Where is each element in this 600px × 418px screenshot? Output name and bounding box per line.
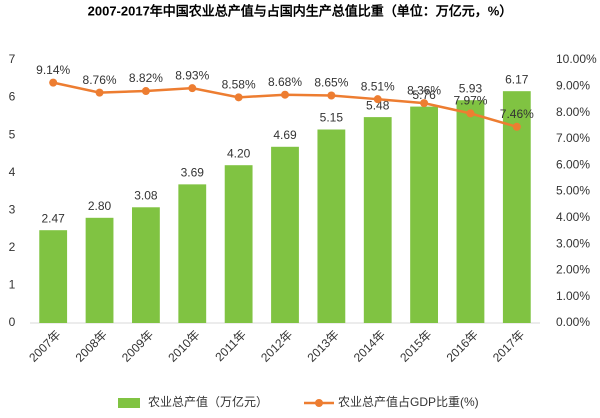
y2-tick-label: 8.00% (556, 105, 590, 119)
line-value-label: 7.46% (500, 107, 534, 121)
legend-label: 农业总产值占GDP比重(%) (338, 394, 479, 409)
y-tick-label: 7 (9, 52, 16, 66)
bar-value-label: 2.47 (42, 211, 66, 225)
line-point (512, 122, 521, 131)
y2-tick-label: 2.00% (556, 263, 590, 277)
line (52, 81, 518, 129)
line-value-label: 8.76% (83, 73, 117, 87)
y-tick-label: 1 (9, 278, 16, 292)
x-tick-label: 2007年 (26, 327, 63, 364)
x-tick-label: 2015年 (397, 327, 434, 364)
bar-value-label: 3.08 (134, 188, 158, 202)
x-tick-label: 2011年 (212, 327, 249, 364)
line-point (327, 91, 336, 100)
bar (363, 117, 392, 323)
x-tick-label: 2013年 (304, 327, 341, 364)
bar (410, 106, 438, 324)
bar (456, 100, 485, 323)
line-value-label: 8.58% (222, 78, 256, 92)
y-tick-label: 2 (9, 240, 16, 254)
y-tick-label: 0 (9, 315, 16, 329)
y-tick-label: 3 (9, 202, 16, 216)
y2-tick-label: 10.00% (556, 52, 597, 66)
bar-value-label: 5.15 (320, 111, 344, 125)
x-tick-label: 2014年 (351, 327, 388, 364)
bar-value-label: 4.20 (227, 146, 251, 160)
bar (224, 165, 253, 323)
legend-label: 农业总产值（万亿元） (148, 394, 268, 409)
legend-swatch-point (315, 399, 323, 407)
x-tick-label: 2009年 (119, 327, 156, 364)
bar (271, 146, 299, 323)
line-value-label: 9.14% (36, 63, 70, 77)
y2-tick-label: 5.00% (556, 184, 590, 198)
line-point (281, 90, 289, 99)
bar (39, 230, 68, 323)
line-point (141, 87, 150, 96)
bar (317, 129, 346, 323)
legend-swatch (118, 398, 140, 408)
y-tick-label: 6 (9, 90, 16, 104)
line-value-label: 8.93% (175, 68, 209, 82)
bar-value-label: 4.69 (273, 128, 297, 142)
y2-tick-label: 1.00% (556, 289, 590, 303)
line-value-label: 8.51% (361, 79, 395, 93)
line-value-label: 8.65% (314, 76, 348, 90)
y2-tick-label: 3.00% (556, 236, 590, 250)
bar-value-label: 5.76 (412, 88, 436, 102)
y2-tick-label: 7.00% (556, 131, 590, 145)
line-value-label: 7.97% (453, 94, 487, 108)
bar-value-label: 2.80 (88, 199, 112, 213)
bar (178, 184, 207, 323)
line-point (188, 84, 197, 93)
bar-value-label: 6.17 (505, 72, 529, 86)
line-value-label: 8.36% (407, 83, 441, 97)
y2-tick-label: 4.00% (556, 210, 590, 224)
line-point (373, 95, 382, 104)
x-tick-label: 2010年 (165, 327, 202, 364)
x-tick-label: 2012年 (258, 327, 295, 364)
chart-title: 2007-2017年中国农业总产值与占国内生产总值比重（单位：万亿元，%） (88, 3, 513, 18)
bar-value-label: 5.93 (459, 81, 483, 95)
bar-value-label: 3.69 (181, 166, 205, 180)
x-tick-label: 2008年 (73, 327, 110, 364)
line-value-label: 8.82% (129, 71, 163, 85)
line-point (234, 93, 243, 102)
x-tick-label: 2017年 (490, 327, 527, 364)
y2-tick-label: 9.00% (556, 78, 590, 92)
line-point (420, 99, 429, 108)
line-point (466, 109, 475, 118)
line-point (49, 78, 58, 87)
bar (132, 207, 160, 323)
line-value-label: 8.68% (268, 75, 302, 89)
y-tick-label: 4 (9, 165, 16, 179)
bar (85, 217, 114, 323)
y2-tick-label: 6.00% (556, 157, 590, 171)
bar-value-label: 5.48 (366, 98, 390, 112)
y-tick-label: 5 (9, 127, 16, 141)
line-point (95, 88, 104, 97)
y2-tick-label: 0.00% (556, 315, 590, 329)
x-tick-label: 2016年 (444, 327, 481, 364)
